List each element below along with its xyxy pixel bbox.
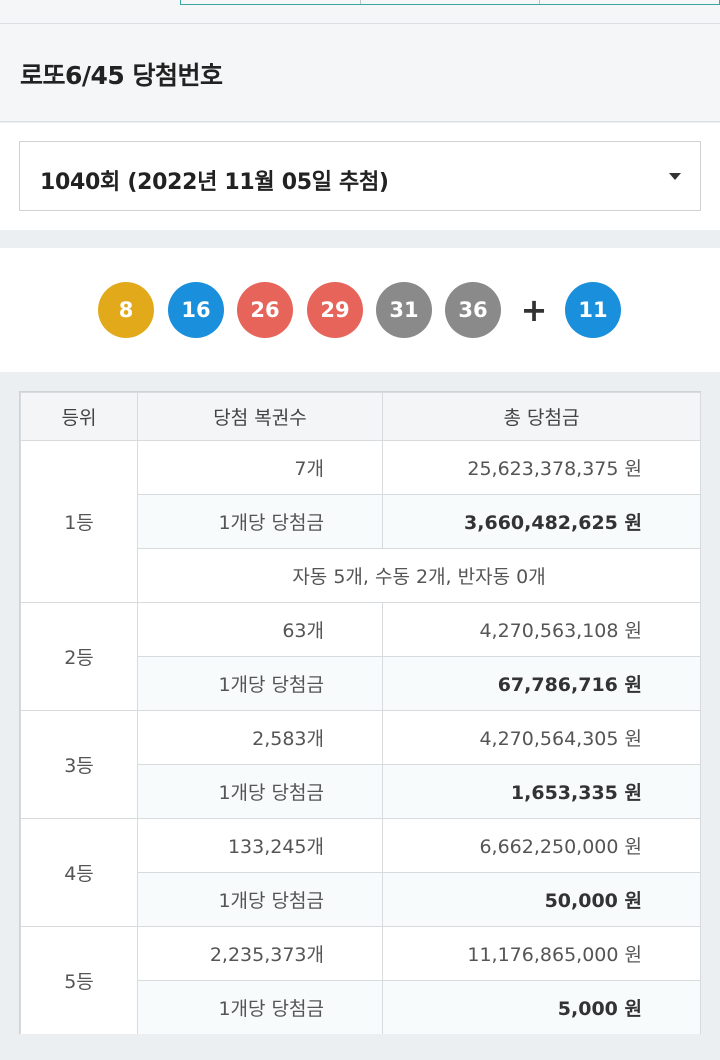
tab-3[interactable] xyxy=(540,0,719,4)
prize-table: 등위 당첨 복권수 총 당첨금 1등 7개 25,623,378,375 원 1… xyxy=(20,392,701,1035)
per-ticket-amount: 5,000 원 xyxy=(382,980,701,1035)
tab-row xyxy=(180,0,720,5)
rank-cell: 2등 xyxy=(20,602,138,711)
page-header: 로또6/45 당첨번호 xyxy=(0,24,720,122)
bonus-ball: 11 xyxy=(565,282,621,338)
table-row: 1개당 당첨금 67,786,716 원 xyxy=(21,656,701,711)
rank-cell: 4등 xyxy=(20,818,138,927)
header-rank: 등위 xyxy=(20,392,138,441)
winning-numbers: 8 16 26 29 31 36 + 11 xyxy=(0,248,720,372)
winning-ball-2: 16 xyxy=(168,282,224,338)
bottom-spacer xyxy=(0,1034,720,1060)
draw-round-selected-value: 1040회 (2022년 11월 05일 추첨) xyxy=(40,170,389,195)
per-ticket-label: 1개당 당첨금 xyxy=(137,494,383,549)
count-cell: 63개 xyxy=(137,602,383,657)
table-row: 1개당 당첨금 1,653,335 원 xyxy=(21,764,701,819)
per-ticket-amount: 3,660,482,625 원 xyxy=(382,494,701,549)
table-row: 자동 5개, 수동 2개, 반자동 0개 xyxy=(21,548,701,603)
table-row: 1개당 당첨금 50,000 원 xyxy=(21,872,701,927)
total-cell: 4,270,563,108 원 xyxy=(382,602,701,657)
per-ticket-label: 1개당 당첨금 xyxy=(137,980,383,1035)
winning-ball-1: 8 xyxy=(98,282,154,338)
count-cell: 7개 xyxy=(137,440,383,495)
total-cell: 25,623,378,375 원 xyxy=(382,440,701,495)
draw-select-area: 1040회 (2022년 11월 05일 추첨) xyxy=(0,123,720,230)
table-header-row: 등위 당첨 복권수 총 당첨금 xyxy=(20,392,701,441)
header-count: 당첨 복권수 xyxy=(137,392,383,441)
rank-cell: 5등 xyxy=(20,926,138,1035)
chevron-down-icon[interactable] xyxy=(669,173,681,180)
per-ticket-amount: 1,653,335 원 xyxy=(382,764,701,819)
table-row: 1개당 당첨금 5,000 원 xyxy=(21,980,701,1035)
total-cell: 4,270,564,305 원 xyxy=(382,710,701,765)
tab-1[interactable] xyxy=(181,0,361,4)
page-title: 로또6/45 당첨번호 xyxy=(20,61,223,90)
winning-ball-6: 36 xyxy=(445,282,501,338)
rank-cell: 3등 xyxy=(20,710,138,819)
header-total: 총 당첨금 xyxy=(382,392,701,441)
table-row: 4등 133,245개 6,662,250,000 원 xyxy=(20,818,701,927)
winning-ball-3: 26 xyxy=(237,282,293,338)
per-ticket-amount: 50,000 원 xyxy=(382,872,701,927)
table-row: 3등 2,583개 4,270,564,305 원 xyxy=(20,710,701,819)
draw-round-select[interactable]: 1040회 (2022년 11월 05일 추첨) xyxy=(19,141,701,211)
winning-ball-4: 29 xyxy=(307,282,363,338)
per-ticket-amount: 67,786,716 원 xyxy=(382,656,701,711)
total-cell: 11,176,865,000 원 xyxy=(382,926,701,981)
per-ticket-label: 1개당 당첨금 xyxy=(137,764,383,819)
auto-manual-note: 자동 5개, 수동 2개, 반자동 0개 xyxy=(137,548,701,603)
prize-table-container: 등위 당첨 복권수 총 당첨금 1등 7개 25,623,378,375 원 1… xyxy=(19,391,701,1035)
table-row: 5등 2,235,373개 11,176,865,000 원 xyxy=(20,926,701,1035)
top-tab-strip xyxy=(0,0,720,24)
rank-cell: 1등 xyxy=(20,440,138,603)
total-cell: 6,662,250,000 원 xyxy=(382,818,701,873)
table-row: 2등 63개 4,270,563,108 원 xyxy=(20,602,701,711)
table-row: 1개당 당첨금 3,660,482,625 원 xyxy=(21,494,701,549)
table-row: 1등 7개 25,623,378,375 원 xyxy=(20,440,701,603)
per-ticket-label: 1개당 당첨금 xyxy=(137,872,383,927)
count-cell: 2,235,373개 xyxy=(137,926,383,981)
per-ticket-label: 1개당 당첨금 xyxy=(137,656,383,711)
winning-ball-5: 31 xyxy=(376,282,432,338)
count-cell: 133,245개 xyxy=(137,818,383,873)
tab-2[interactable] xyxy=(361,0,541,4)
count-cell: 2,583개 xyxy=(137,710,383,765)
plus-sign: + xyxy=(520,291,548,329)
